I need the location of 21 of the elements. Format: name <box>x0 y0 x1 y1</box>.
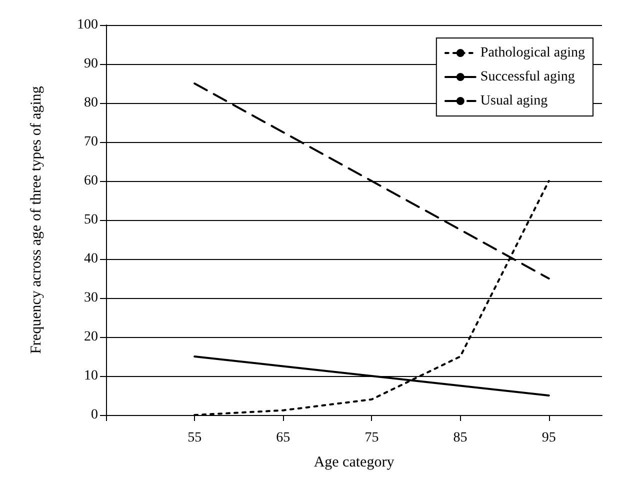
y-tick-label: 80 <box>84 96 98 110</box>
y-tick-label: 20 <box>84 330 98 344</box>
legend-label: Usual aging <box>480 94 548 108</box>
y-axis-title: Frequency across age of three types of aging <box>28 86 44 354</box>
x-tick-label: 75 <box>364 430 379 446</box>
legend-label: Pathological aging <box>480 46 586 60</box>
x-tick-label: 85 <box>453 430 468 446</box>
x-tick-label: 65 <box>276 430 290 446</box>
x-tick-label: 95 <box>542 430 556 446</box>
y-tick-label: 30 <box>84 290 98 306</box>
y-tick-label: 60 <box>84 174 98 188</box>
y-tick-label: 50 <box>84 212 98 228</box>
y-tick-label: 90 <box>84 56 98 72</box>
y-tick-label: 0 <box>91 408 98 422</box>
legend-label: Successful aging <box>480 70 575 84</box>
y-tick-label: 100 <box>77 18 98 32</box>
y-tick-label: 70 <box>84 134 98 150</box>
y-tick-label: 40 <box>84 252 98 266</box>
x-tick-label: 55 <box>188 430 202 446</box>
y-tick-label: 10 <box>84 368 98 384</box>
x-axis-title: Age category <box>314 454 395 470</box>
